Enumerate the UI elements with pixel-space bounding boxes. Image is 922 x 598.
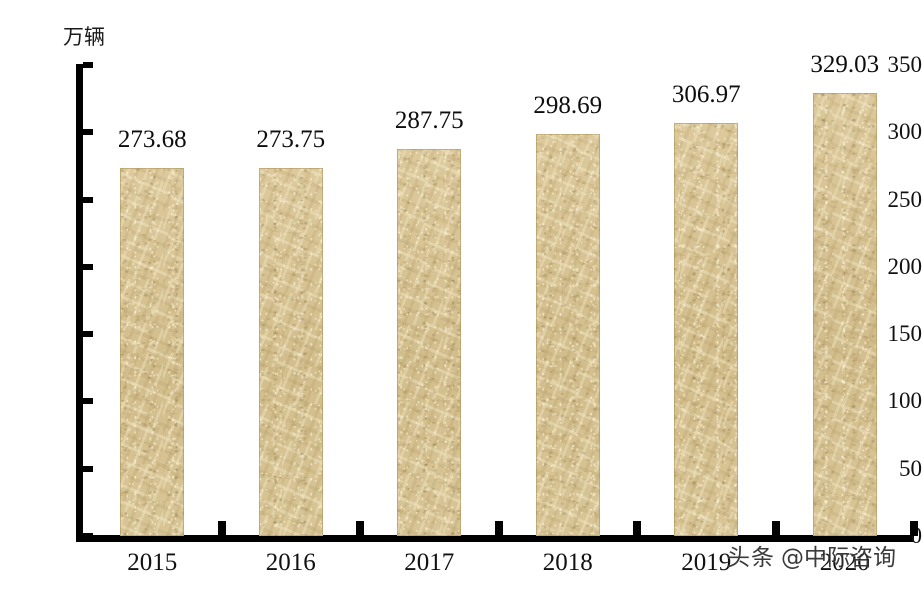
bar-value-label: 329.03 (810, 51, 880, 78)
watermark-prefix: 头条 (727, 545, 775, 571)
y-tick-label: 150 (887, 321, 922, 347)
watermark: 头条 @中际咨询 (727, 547, 896, 570)
y-tick-label: 50 (899, 455, 922, 481)
x-axis-label: 2015 (127, 549, 178, 576)
y-tick (83, 533, 93, 539)
y-axis-line (76, 64, 83, 542)
bar (259, 168, 323, 536)
bar (120, 168, 184, 536)
bar (674, 123, 738, 536)
bar (536, 134, 600, 536)
x-tick (633, 521, 641, 536)
y-tick (83, 263, 93, 270)
bar-value-label: 273.75 (256, 126, 326, 153)
x-axis-label: 2019 (681, 549, 732, 576)
y-tick-label: 350 (887, 52, 922, 77)
x-tick (356, 521, 364, 536)
x-axis-line (76, 535, 914, 542)
x-axis-label: 2017 (404, 549, 455, 576)
y-tick-label: 250 (887, 186, 922, 212)
x-tick (772, 521, 780, 536)
bar-value-label: 306.97 (671, 81, 741, 108)
y-tick (83, 196, 93, 203)
y-tick (83, 465, 93, 472)
y-axis-title: 万辆 (63, 25, 105, 49)
bar-value-label: 273.68 (117, 126, 187, 153)
y-tick (83, 62, 93, 68)
y-tick (83, 398, 93, 405)
watermark-handle: @中际咨询 (781, 545, 896, 571)
y-tick (83, 331, 93, 338)
x-tick (218, 521, 226, 536)
x-axis-label: 2018 (542, 549, 593, 576)
y-tick-label: 300 (887, 119, 922, 145)
y-tick (83, 129, 93, 136)
x-axis-label: 2016 (265, 549, 316, 576)
x-tick (495, 521, 503, 536)
bar-value-label: 298.69 (533, 92, 603, 119)
x-tick (910, 521, 918, 536)
x-axis-label: 2020 (819, 549, 870, 576)
bar (813, 93, 877, 536)
bar-value-label: 287.75 (394, 107, 464, 134)
bar (397, 149, 461, 536)
y-tick-label: 100 (887, 388, 922, 414)
y-tick-label: 200 (887, 253, 922, 279)
